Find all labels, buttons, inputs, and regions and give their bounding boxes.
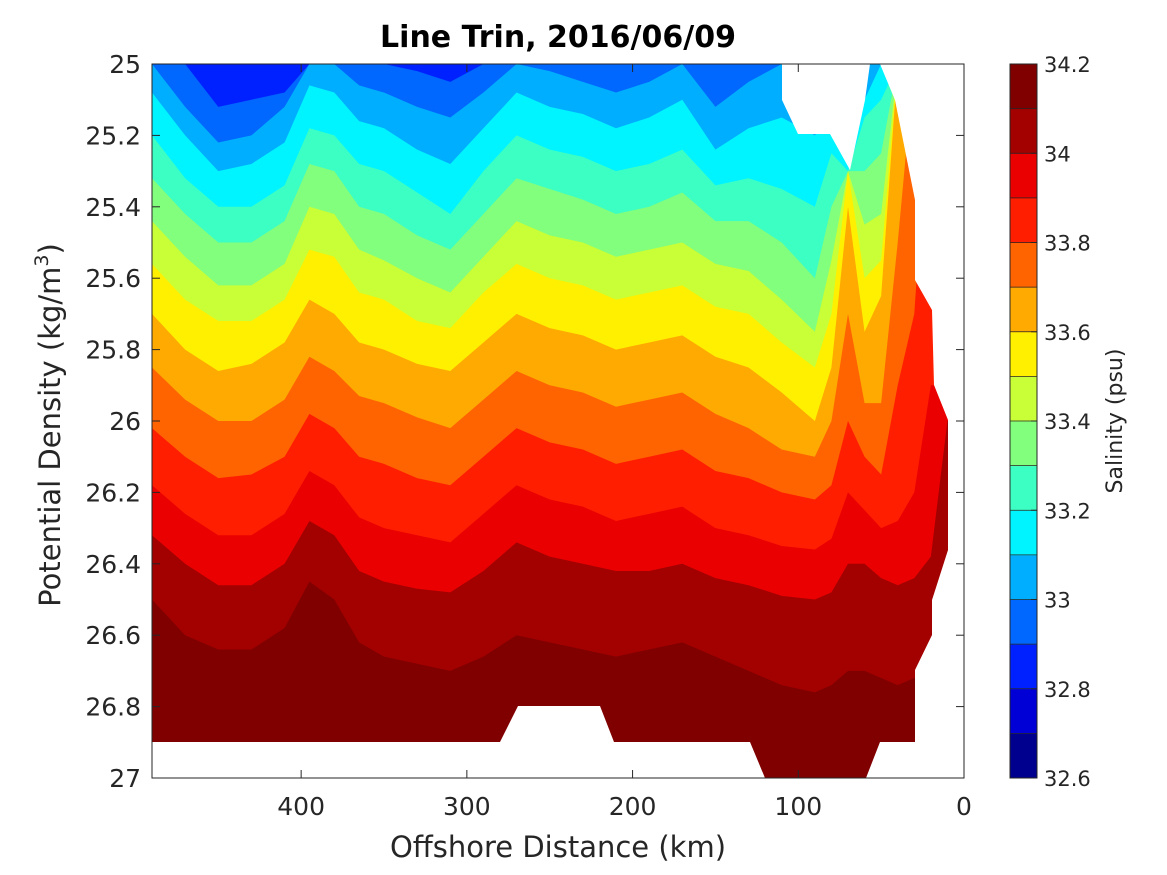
x-tick-label: 0 (956, 792, 972, 821)
x-tick-label: 100 (774, 792, 822, 821)
y-axis-label-close: ) (33, 243, 67, 254)
y-tick-label: 26 (109, 407, 141, 436)
y-axis-label-main: Potential Density (kg/m (33, 267, 67, 607)
y-tick-label: 25.4 (85, 193, 141, 222)
colorbar-tick-label: 32.6 (1044, 767, 1091, 791)
colorbar-segment (1010, 599, 1037, 645)
x-tick-label: 300 (443, 792, 491, 821)
colorbar-segment (1010, 197, 1037, 243)
y-tick-label: 26.4 (85, 550, 141, 579)
colorbar-tick-label: 33.4 (1044, 410, 1091, 434)
x-axis-label: Offshore Distance (km) (390, 830, 726, 864)
colorbar-tick-label: 33.8 (1044, 232, 1091, 256)
colorbar-segment (1010, 331, 1037, 377)
y-tick-label: 26.6 (85, 621, 141, 650)
colorbar-segment (1010, 465, 1037, 511)
colorbar-segment (1010, 688, 1037, 734)
x-axis: 400 300 200 100 0 (277, 64, 972, 821)
y-tick-label: 27 (109, 764, 141, 793)
y-tick-label: 25 (109, 50, 141, 79)
salinity-contour-field (152, 64, 964, 778)
colorbar-segment (1010, 287, 1037, 333)
colorbar-label: Salinity (psu) (1103, 349, 1128, 494)
colorbar-segment (1010, 108, 1037, 154)
band-below-32.9 (152, 64, 964, 107)
colorbar-segment (1010, 510, 1037, 556)
x-tick-label: 200 (609, 792, 657, 821)
colorbar-tick-label: 34 (1044, 142, 1071, 166)
mask-deep-offshore (152, 706, 765, 778)
y-tick-label: 26.8 (85, 693, 141, 722)
colorbar: 32.6 32.8 33 33.2 33.4 33.6 33.8 34 34.2 (1009, 53, 1091, 791)
colorbar-tick-label: 34.2 (1044, 53, 1091, 77)
colorbar-segment (1010, 644, 1037, 690)
colorbar-segment (1010, 64, 1037, 110)
colorbar-segment (1010, 242, 1037, 288)
y-axis-label: Potential Density (kg/m3) (31, 243, 67, 607)
y-tick-label: 25.6 (85, 264, 141, 293)
mask-surface-notch (782, 64, 870, 170)
x-tick-label: 400 (277, 792, 325, 821)
colorbar-tick-label: 32.8 (1044, 678, 1091, 702)
y-tick-label: 25.8 (85, 336, 141, 365)
colorbar-tick-label: 33.2 (1044, 499, 1091, 523)
y-axis-label-superscript: 3 (31, 254, 53, 266)
y-axis: 25 25.2 25.4 25.6 25.8 26 26.2 26.4 26.6 26.8 27 (85, 50, 964, 793)
no-data-mask (152, 64, 964, 778)
colorbar-segment (1010, 376, 1037, 422)
y-tick-label: 25.2 (85, 121, 141, 150)
chart-title: Line Trin, 2016/06/09 (380, 20, 736, 55)
colorbar-tick-label: 33 (1044, 589, 1071, 613)
colorbar-tick-label: 33.6 (1044, 321, 1091, 345)
band-below-33.1 (152, 64, 964, 172)
colorbar-segment (1010, 153, 1037, 199)
colorbar-segment (1010, 733, 1037, 779)
colorbar-segment (1010, 554, 1037, 600)
y-tick-label: 26.2 (85, 478, 141, 507)
mask-near-shore (866, 64, 964, 778)
colorbar-segment (1010, 421, 1037, 467)
